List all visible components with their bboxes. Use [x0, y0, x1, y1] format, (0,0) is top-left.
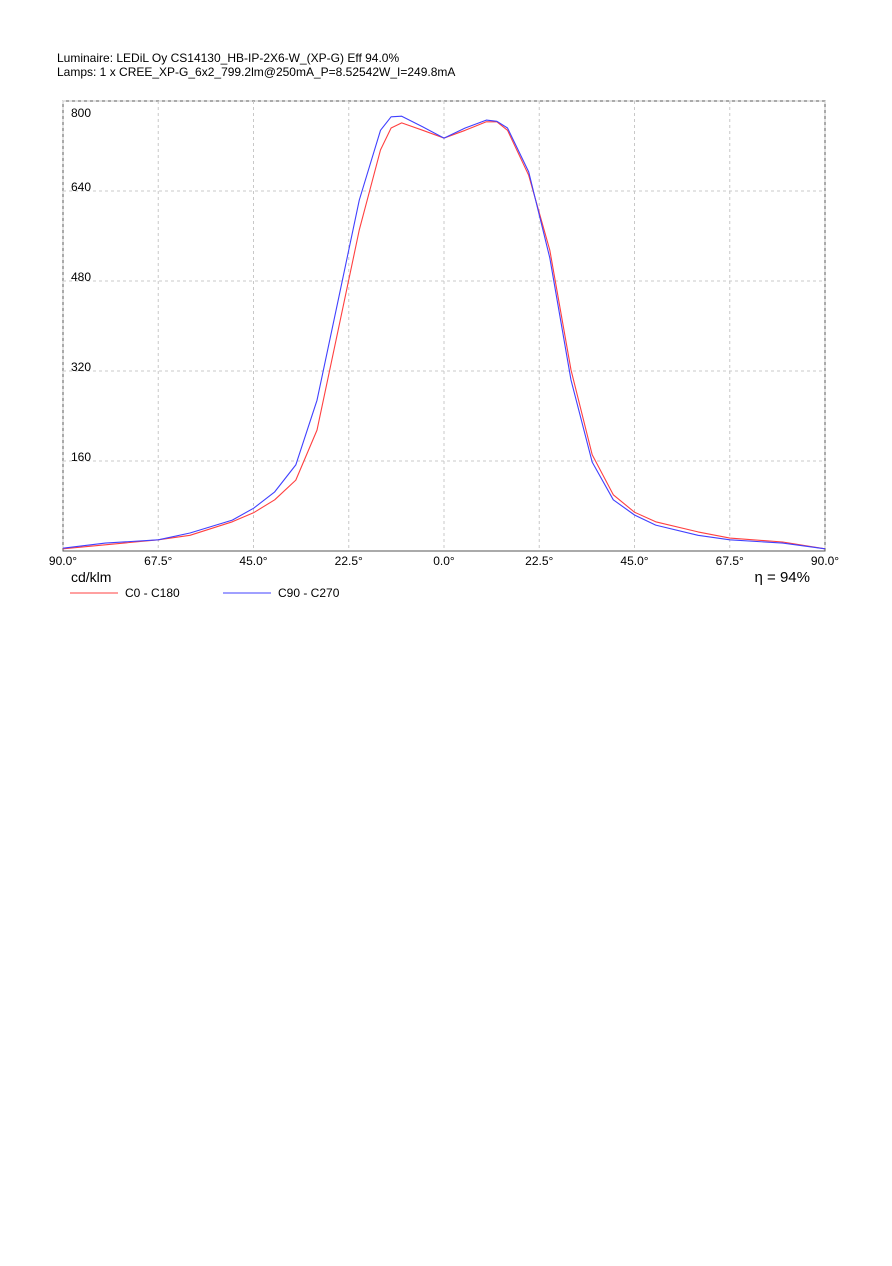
chart-subtitle: Lamps: 1 x CREE_XP-G_6x2_799.2lm@250mA_P…: [57, 65, 455, 79]
series-line: [62, 115, 826, 550]
chart-title: Luminaire: LEDiL Oy CS14130_HB-IP-2X6-W_…: [57, 51, 399, 65]
x-tick-label: 22.5°: [525, 554, 553, 568]
y-tick-label: 800: [71, 106, 91, 120]
x-tick-label: 45.0°: [239, 554, 267, 568]
series-line: [62, 121, 826, 550]
x-tick-label: 22.5°: [335, 554, 363, 568]
x-tick-label: 90.0°: [49, 554, 77, 568]
x-tick-label: 67.5°: [144, 554, 172, 568]
legend-label: C90 - C270: [278, 586, 340, 600]
x-tick-label: 67.5°: [716, 554, 744, 568]
x-tick-label: 45.0°: [620, 554, 648, 568]
y-tick-label: 640: [71, 180, 91, 194]
y-tick-label: 480: [71, 270, 91, 284]
x-tick-label: 90.0°: [811, 554, 839, 568]
legend-label: C0 - C180: [125, 586, 180, 600]
y-axis-label: cd/klm: [71, 569, 111, 585]
annotation: η = 94%: [755, 569, 810, 586]
y-tick-label: 160: [71, 450, 91, 464]
y-tick-label: 320: [71, 360, 91, 374]
x-tick-label: 0.0°: [433, 554, 455, 568]
